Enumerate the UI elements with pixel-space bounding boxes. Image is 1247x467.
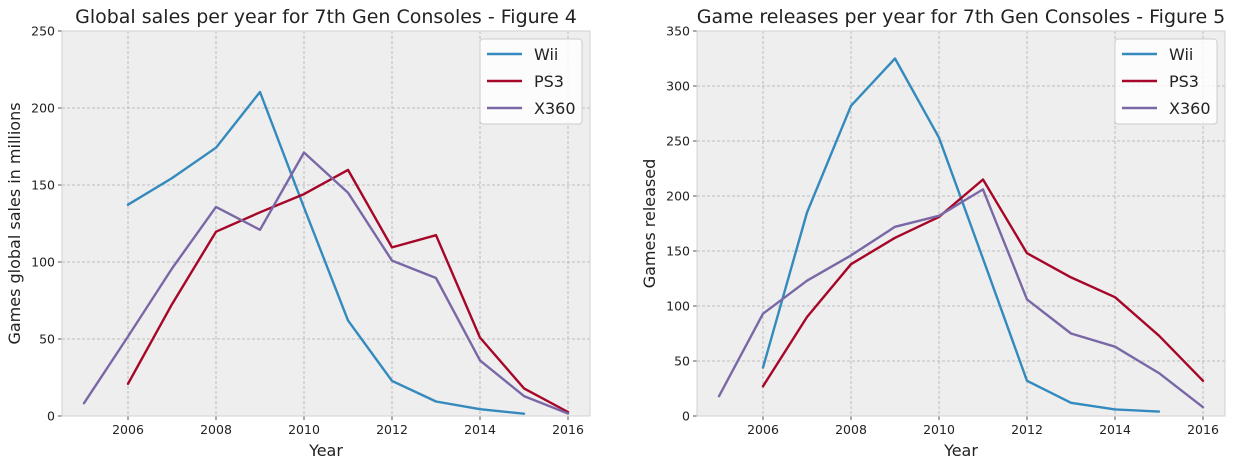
x-tick-label: 2010	[923, 422, 955, 437]
chart-title: Game releases per year for 7th Gen Conso…	[697, 6, 1226, 28]
x-tick-label: 2014	[464, 422, 496, 437]
legend-label-ps3: PS3	[534, 72, 564, 91]
legend-label-ps3: PS3	[1169, 72, 1199, 91]
legend-label-wii: Wii	[1169, 45, 1193, 64]
chart-2: 2006 2008 2010 2012 2014 2016 0 50 100 150 200 250 3…	[640, 6, 1226, 460]
y-axis-label: Games global sales in millions	[5, 102, 24, 344]
y-tick-label: 150	[31, 178, 55, 193]
chart-title: Global sales per year for 7th Gen Consol…	[75, 6, 577, 28]
y-tick-label: 350	[666, 24, 690, 39]
y-tick-label: 0	[682, 409, 690, 424]
y-tick-label: 300	[666, 79, 690, 94]
legend-label-x360: X360	[534, 99, 576, 118]
x-axis-label: Year	[308, 441, 343, 460]
x-tick-label: 2012	[376, 422, 408, 437]
legend: Wii PS3 X360	[479, 38, 583, 125]
legend-label-x360: X360	[1169, 99, 1211, 118]
legend-box	[1114, 38, 1218, 125]
x-tick-label: 2008	[835, 422, 867, 437]
y-axis-label: Games released	[640, 159, 659, 289]
y-tick-label: 50	[39, 332, 55, 347]
x-tick-label: 2012	[1011, 422, 1043, 437]
legend-box	[479, 38, 583, 125]
series-line-ps3	[126, 168, 570, 414]
legend: Wii PS3 X360	[1114, 38, 1218, 125]
plot-frame	[61, 30, 591, 417]
x-tick-label: 2014	[1099, 422, 1131, 437]
chart-1: 2006 2008 2010 2012 2014 2016 0 50 100 150 200 250 G…	[5, 6, 591, 460]
y-tick-label: 250	[31, 24, 55, 39]
x-tick-label: 2016	[552, 422, 584, 437]
series-line-x360	[82, 151, 570, 415]
y-tick-label: 50	[674, 354, 690, 369]
x-tick-label: 2008	[200, 422, 232, 437]
plot-frame	[696, 30, 1226, 417]
y-tick-label: 200	[31, 101, 55, 116]
x-tick-label: 2010	[288, 422, 320, 437]
x-tick-label: 2016	[1187, 422, 1219, 437]
y-tick-label: 100	[666, 299, 690, 314]
series-line-ps3	[761, 178, 1205, 388]
series-line-x360	[717, 188, 1205, 409]
y-tick-label: 100	[31, 255, 55, 270]
x-tick-label: 2006	[747, 422, 779, 437]
legend-label-wii: Wii	[534, 45, 558, 64]
y-tick-label: 200	[666, 189, 690, 204]
x-axis-label: Year	[943, 441, 978, 460]
series-line-wii	[126, 90, 526, 415]
y-tick-label: 150	[666, 244, 690, 259]
x-tick-label: 2006	[112, 422, 144, 437]
y-tick-label: 250	[666, 134, 690, 149]
y-tick-label: 0	[47, 409, 55, 424]
